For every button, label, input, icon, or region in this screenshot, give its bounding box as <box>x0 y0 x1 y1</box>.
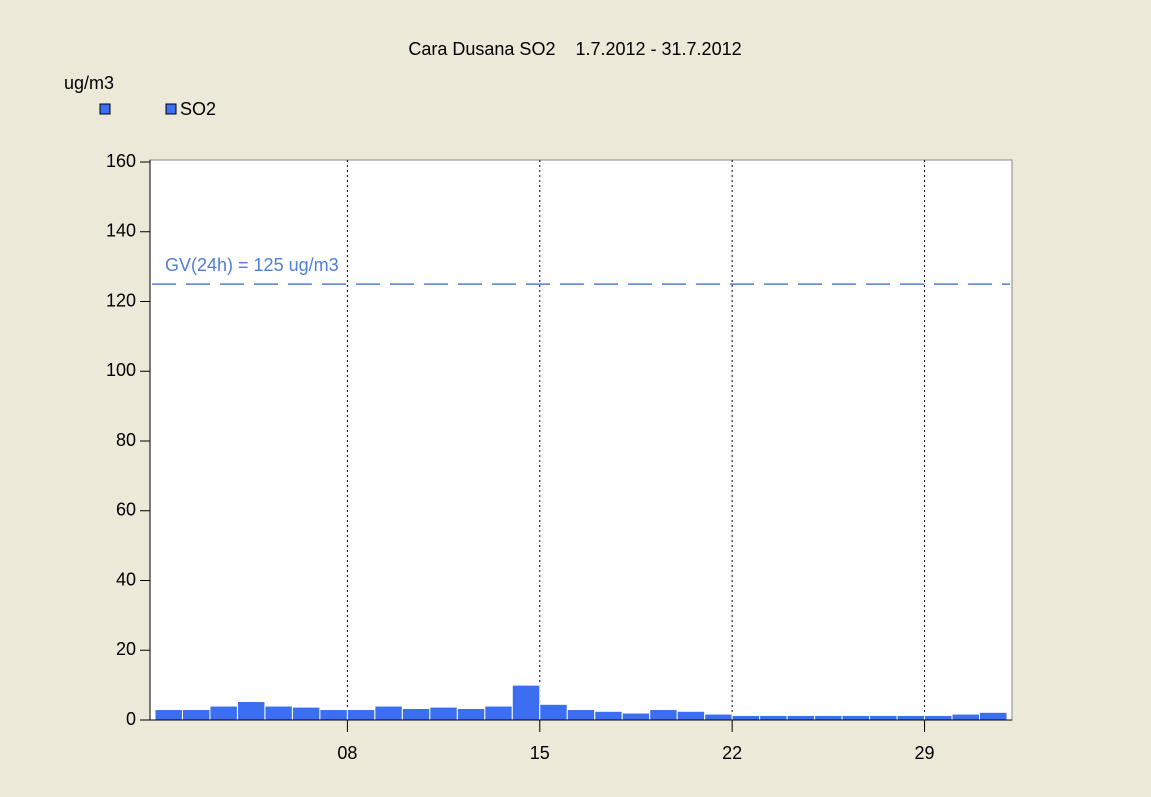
bar <box>786 714 816 721</box>
bar <box>621 712 651 721</box>
bar <box>154 709 183 721</box>
x-tick-label: 29 <box>915 743 935 763</box>
bar <box>841 714 871 721</box>
y-tick-label: 160 <box>106 151 136 171</box>
bar <box>896 714 926 721</box>
bar <box>676 710 706 721</box>
legend-swatch <box>99 103 111 115</box>
legend-label: SO2 <box>180 99 216 119</box>
x-tick-label: 15 <box>530 743 550 763</box>
bar <box>401 707 431 721</box>
bar <box>346 709 376 721</box>
bar <box>511 684 541 721</box>
bar <box>264 705 293 721</box>
bar <box>236 701 266 721</box>
chart-title: Cara Dusana SO2 1.7.2012 - 31.7.2012 <box>408 39 741 59</box>
y-tick-label: 120 <box>106 290 136 310</box>
y-tick-label: 40 <box>116 569 136 589</box>
y-tick-label: 60 <box>116 500 136 520</box>
bar <box>924 714 953 721</box>
bar <box>484 705 513 721</box>
y-tick-label: 100 <box>106 360 136 380</box>
x-tick-label: 08 <box>337 743 357 763</box>
bar <box>374 705 403 721</box>
plot-area <box>149 159 1013 721</box>
y-axis-label: ug/m3 <box>64 73 114 93</box>
bar <box>539 703 568 721</box>
y-tick-label: 20 <box>116 639 136 659</box>
bar <box>291 706 321 721</box>
bar <box>456 707 486 721</box>
reference-label: GV(24h) = 125 ug/m3 <box>165 255 339 275</box>
bar <box>594 710 623 721</box>
bar <box>181 709 211 721</box>
bar <box>951 713 981 721</box>
y-tick-label: 80 <box>116 430 136 450</box>
bar <box>319 709 348 721</box>
bar <box>429 706 458 721</box>
y-tick-label: 140 <box>106 221 136 241</box>
bar <box>731 714 761 721</box>
x-tick-label: 22 <box>722 743 742 763</box>
bar <box>566 709 596 721</box>
bar <box>814 714 843 721</box>
bar <box>759 714 788 721</box>
bar <box>209 705 238 721</box>
bar <box>649 709 678 721</box>
bar <box>979 711 1008 721</box>
legend-swatch <box>165 103 177 115</box>
bar <box>869 714 898 721</box>
bar <box>704 713 733 721</box>
y-tick-label: 0 <box>126 709 136 729</box>
